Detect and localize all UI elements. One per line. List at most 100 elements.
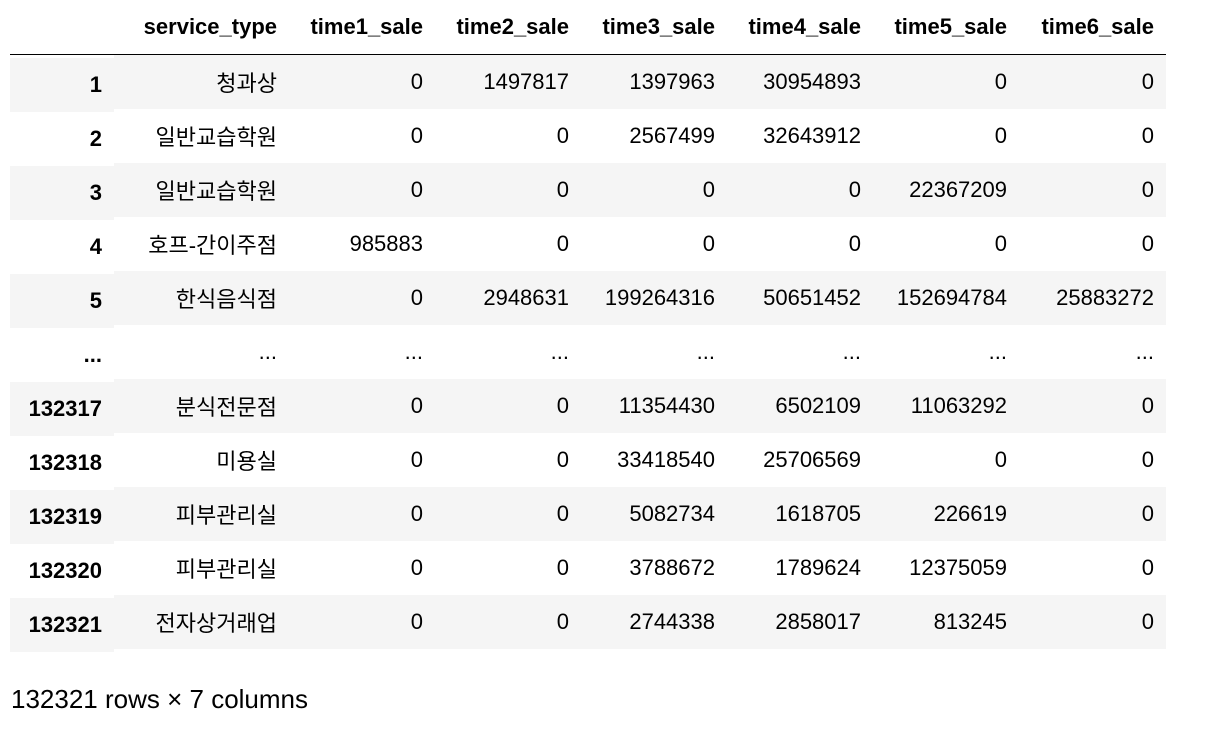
cell-time4-sale: 25706569 [763,446,861,472]
table-row: 3 일반교습학원 0 0 0 0 22367209 0 [10,162,1166,217]
cell-service-type: 분식전문점 [175,394,277,420]
column-header-time3-sale: time3_sale [581,0,727,55]
cell-time1-sale: 0 [410,392,423,418]
table-body: 1 청과상 0 1497817 1397963 30954893 0 0 2 일반교습학원 0 0 25… [10,54,1166,649]
cell-time3-sale: 0 [702,176,715,202]
cell-time2-sale: 0 [556,500,569,526]
cell-time4-sale: 0 [848,230,861,256]
cell-time1-sale: 0 [410,608,423,634]
cell-service-type: 피부관리실 [175,556,277,582]
cell-time1-sale: 0 [410,122,423,148]
cell-time2-sale: 0 [556,230,569,256]
cell-time4-sale: 32643912 [763,122,861,148]
cell-service-type: 전자상거래업 [155,610,277,636]
cell-time5-sale: 152694784 [896,284,1007,310]
cell-time1-sale: 0 [410,554,423,580]
cell-time4-sale: ... [842,338,861,364]
cell-service-type: 일반교습학원 [155,178,277,204]
row-index: 132321 [28,611,102,637]
cell-service-type: 호프-간이주점 [148,232,277,258]
table-row: 132318 미용실 0 0 33418540 25706569 0 0 [10,433,1166,487]
cell-time4-sale: 6502109 [775,392,861,418]
dataframe-shape-summary: 132321 rows × 7 columns [11,684,309,714]
cell-time2-sale: 0 [556,392,569,418]
cell-time6-sale: ... [1135,338,1154,364]
table-row: 132319 피부관리실 0 0 5082734 1618705 226619 0 [10,486,1166,541]
cell-time6-sale: 0 [1141,554,1154,580]
cell-time4-sale: 1618705 [775,500,861,526]
table-row: 132320 피부관리실 0 0 3788672 1789624 12375059 0 [10,541,1166,595]
cell-time2-sale: 1497817 [483,68,569,94]
cell-time3-sale: 0 [702,230,715,256]
cell-time3-sale: 199264316 [604,284,715,310]
table-header: service_type time1_sale time2_sale time3… [10,0,1166,55]
row-index: 132320 [28,557,102,583]
cell-time4-sale: 1789624 [775,554,861,580]
cell-time3-sale: 2744338 [629,608,715,634]
table-row: 132321 전자상거래업 0 0 2744338 2858017 813245 0 [10,594,1166,649]
cell-service-type: ... [258,338,277,364]
cell-time5-sale: 22367209 [909,176,1007,202]
cell-time6-sale: 25883272 [1056,284,1154,310]
cell-time6-sale: 0 [1141,608,1154,634]
cell-service-type: 일반교습학원 [155,124,277,150]
cell-service-type: 피부관리실 [175,502,277,528]
cell-time1-sale: 0 [410,176,423,202]
column-header-time1-sale: time1_sale [289,0,435,55]
dataframe-output: service_type time1_sale time2_sale time3… [10,0,1166,649]
cell-time5-sale: 226619 [933,500,1007,526]
cell-time2-sale: 0 [556,446,569,472]
cell-time2-sale: 0 [556,122,569,148]
cell-time5-sale: 0 [994,446,1007,472]
cell-time6-sale: 0 [1141,230,1154,256]
row-index: 4 [89,233,102,259]
row-index: 132318 [28,449,102,475]
cell-time5-sale: 0 [994,68,1007,94]
cell-time5-sale: 0 [994,122,1007,148]
row-index: 2 [89,125,102,151]
column-header-time6-sale: time6_sale [1019,0,1166,55]
cell-time4-sale: 0 [848,176,861,202]
cell-time5-sale: 0 [994,230,1007,256]
index-header [10,0,114,55]
cell-time6-sale: 0 [1141,122,1154,148]
cell-time3-sale: ... [696,338,715,364]
row-index: ... [83,341,102,367]
cell-time3-sale: 5082734 [629,500,715,526]
cell-service-type: 미용실 [216,448,277,474]
cell-time1-sale: 0 [410,446,423,472]
cell-service-type: 청과상 [216,70,277,96]
cell-time6-sale: 0 [1141,500,1154,526]
table-row: 5 한식음식점 0 2948631 199264316 50651452 152694784… [10,270,1166,325]
table-row: ........................ [10,325,1166,379]
row-index: 132319 [28,503,102,529]
table-row: 4 호프-간이주점 985883 0 0 0 0 0 [10,217,1166,271]
cell-time6-sale: 0 [1141,68,1154,94]
column-header-service-type: service_type [114,0,289,55]
cell-time6-sale: 0 [1141,176,1154,202]
cell-time1-sale: 985883 [349,230,423,256]
dataframe-table: service_type time1_sale time2_sale time3… [10,0,1166,649]
cell-time5-sale: 813245 [933,608,1007,634]
cell-time1-sale: 0 [410,68,423,94]
column-header-time5-sale: time5_sale [873,0,1019,55]
cell-time3-sale: 1397963 [629,68,715,94]
cell-time2-sale: ... [550,338,569,364]
row-index: 3 [89,179,102,205]
row-index: 132317 [28,395,102,421]
cell-time5-sale: ... [988,338,1007,364]
cell-time3-sale: 33418540 [617,446,715,472]
cell-time3-sale: 2567499 [629,122,715,148]
cell-time3-sale: 11354430 [618,392,715,418]
cell-time4-sale: 2858017 [775,608,861,634]
row-index: 1 [89,71,102,97]
cell-time1-sale: ... [404,338,423,364]
cell-time1-sale: 0 [410,284,423,310]
cell-time5-sale: 12375059 [909,554,1007,580]
cell-time6-sale: 0 [1141,446,1154,472]
column-header-time2-sale: time2_sale [435,0,581,55]
header-row: service_type time1_sale time2_sale time3… [10,0,1166,55]
cell-time1-sale: 0 [410,500,423,526]
table-row: 1 청과상 0 1497817 1397963 30954893 0 0 [10,54,1166,109]
table-row: 132317 분식전문점 0 0 11354430 6502109 11063292 0 [10,378,1166,433]
